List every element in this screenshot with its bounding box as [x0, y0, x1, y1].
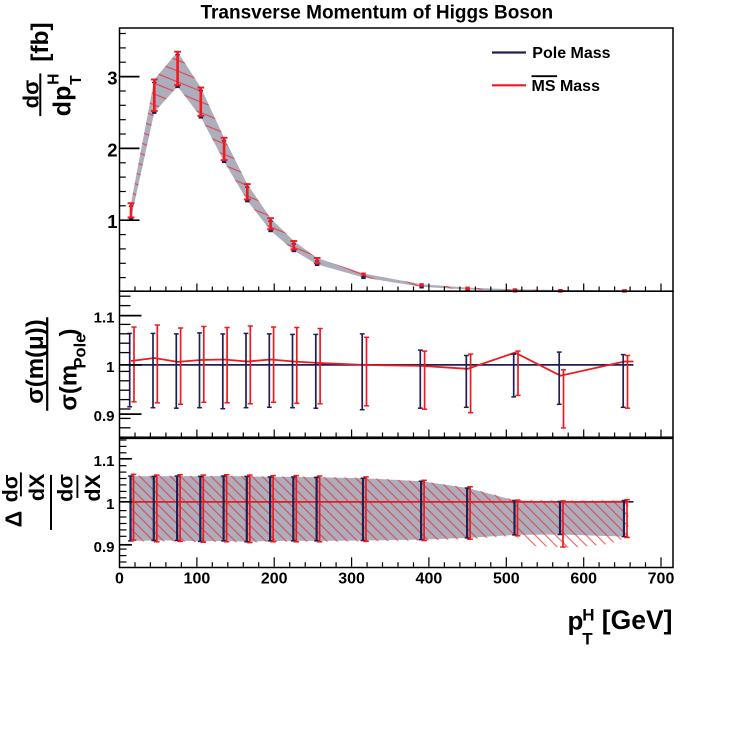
svg-text:p: p: [568, 606, 584, 636]
svg-text:1.1: 1.1: [94, 453, 115, 470]
svg-text:0.9: 0.9: [94, 408, 115, 425]
svg-text:): ): [56, 329, 83, 337]
svg-text:0.9: 0.9: [94, 539, 115, 556]
svg-text:3: 3: [107, 68, 117, 89]
svg-text:Δ: Δ: [1, 511, 27, 528]
svg-text:300: 300: [338, 571, 365, 588]
svg-text:400: 400: [416, 571, 443, 588]
svg-text:T: T: [582, 629, 593, 648]
svg-text:dX: dX: [81, 474, 105, 502]
svg-text:T: T: [68, 75, 85, 85]
svg-text:dσ: dσ: [54, 474, 78, 502]
svg-text:Pole Mass: Pole Mass: [532, 45, 610, 62]
svg-text:σ(m(μ)): σ(m(μ)): [22, 319, 49, 403]
svg-text:100: 100: [184, 571, 211, 588]
svg-text:600: 600: [570, 571, 597, 588]
svg-text:1: 1: [106, 496, 114, 513]
svg-text:σ(m: σ(m: [56, 365, 83, 411]
svg-text:1.1: 1.1: [94, 310, 115, 327]
svg-text:700: 700: [648, 571, 675, 588]
svg-text:dσ: dσ: [19, 80, 44, 109]
svg-text:0: 0: [115, 571, 124, 588]
svg-text:dX: dX: [25, 473, 49, 501]
svg-text:[fb]: [fb]: [27, 22, 54, 61]
svg-text:H: H: [45, 73, 62, 84]
svg-text:1: 1: [106, 359, 114, 376]
svg-text:Pole: Pole: [72, 334, 90, 369]
svg-text:Transverse Momentum of Higgs B: Transverse Momentum of Higgs Boson: [200, 2, 553, 23]
svg-text:500: 500: [493, 571, 520, 588]
svg-text:dp: dp: [48, 86, 76, 117]
svg-text:H: H: [582, 605, 594, 624]
svg-text:[GeV]: [GeV]: [602, 605, 673, 635]
svg-text:1: 1: [107, 211, 117, 232]
svg-text:dσ: dσ: [0, 474, 22, 502]
svg-text:200: 200: [261, 571, 288, 588]
svg-text:2: 2: [107, 139, 117, 160]
svg-text:MS Mass: MS Mass: [532, 78, 601, 95]
